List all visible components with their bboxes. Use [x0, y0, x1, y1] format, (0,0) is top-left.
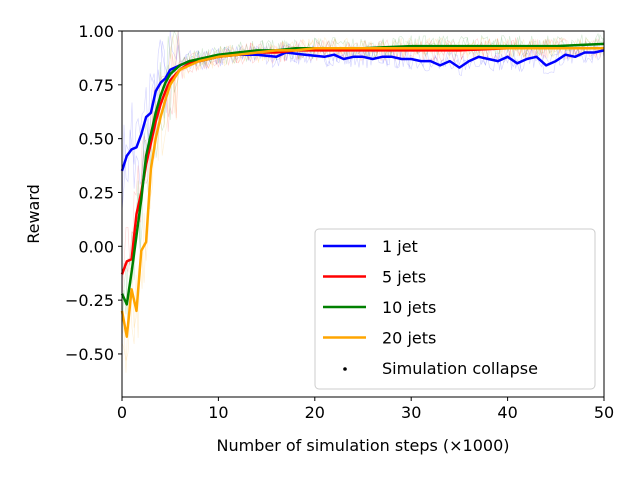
series-line-3 — [120, 46, 604, 338]
legend-label: 20 jets — [382, 329, 436, 348]
noise-trace — [121, 37, 605, 284]
legend-label: 5 jets — [382, 268, 426, 287]
series-line-0 — [120, 49, 605, 172]
x-tick-label: 0 — [117, 403, 127, 422]
series-line-2 — [120, 42, 605, 306]
legend-items: 1 jet 5 jets 10 jets 20 jets Simulation coll… — [323, 237, 538, 378]
y-tick-label: 0.25 — [78, 183, 114, 202]
y-axis-ticks: −0.50 −0.25 0.00 0.25 0.50 0.75 1.00 — [65, 22, 122, 364]
y-axis-label: Reward — [24, 184, 43, 244]
legend: 1 jet 5 jets 10 jets 20 jets Simulation coll… — [314, 228, 596, 390]
y-tick-label: −0.50 — [65, 345, 114, 364]
legend-label: 1 jet — [382, 237, 418, 256]
legend-marker — [343, 367, 347, 371]
x-axis-ticks: 0 10 20 30 40 50 — [117, 397, 614, 422]
x-tick-label: 50 — [594, 403, 614, 422]
series-lines — [120, 42, 605, 338]
noise-trace — [121, 30, 605, 219]
plot-frame — [121, 30, 605, 398]
y-tick-label: −0.25 — [65, 291, 114, 310]
x-tick-label: 40 — [497, 403, 517, 422]
y-tick-label: 0.50 — [78, 130, 114, 149]
y-tick-label: 0.75 — [78, 76, 114, 95]
legend-label: Simulation collapse — [382, 359, 538, 378]
x-axis-label: Number of simulation steps (×1000) — [217, 436, 510, 455]
legend-label: 10 jets — [382, 298, 436, 317]
y-tick-label: 0.00 — [78, 237, 114, 256]
x-tick-label: 20 — [305, 403, 325, 422]
x-tick-label: 30 — [401, 403, 421, 422]
noise-trace — [121, 34, 605, 323]
legend-box — [314, 228, 596, 390]
y-tick-label: 1.00 — [78, 22, 114, 41]
noise-trace — [121, 39, 605, 211]
noise-trace — [121, 30, 605, 361]
x-tick-label: 10 — [208, 403, 228, 422]
